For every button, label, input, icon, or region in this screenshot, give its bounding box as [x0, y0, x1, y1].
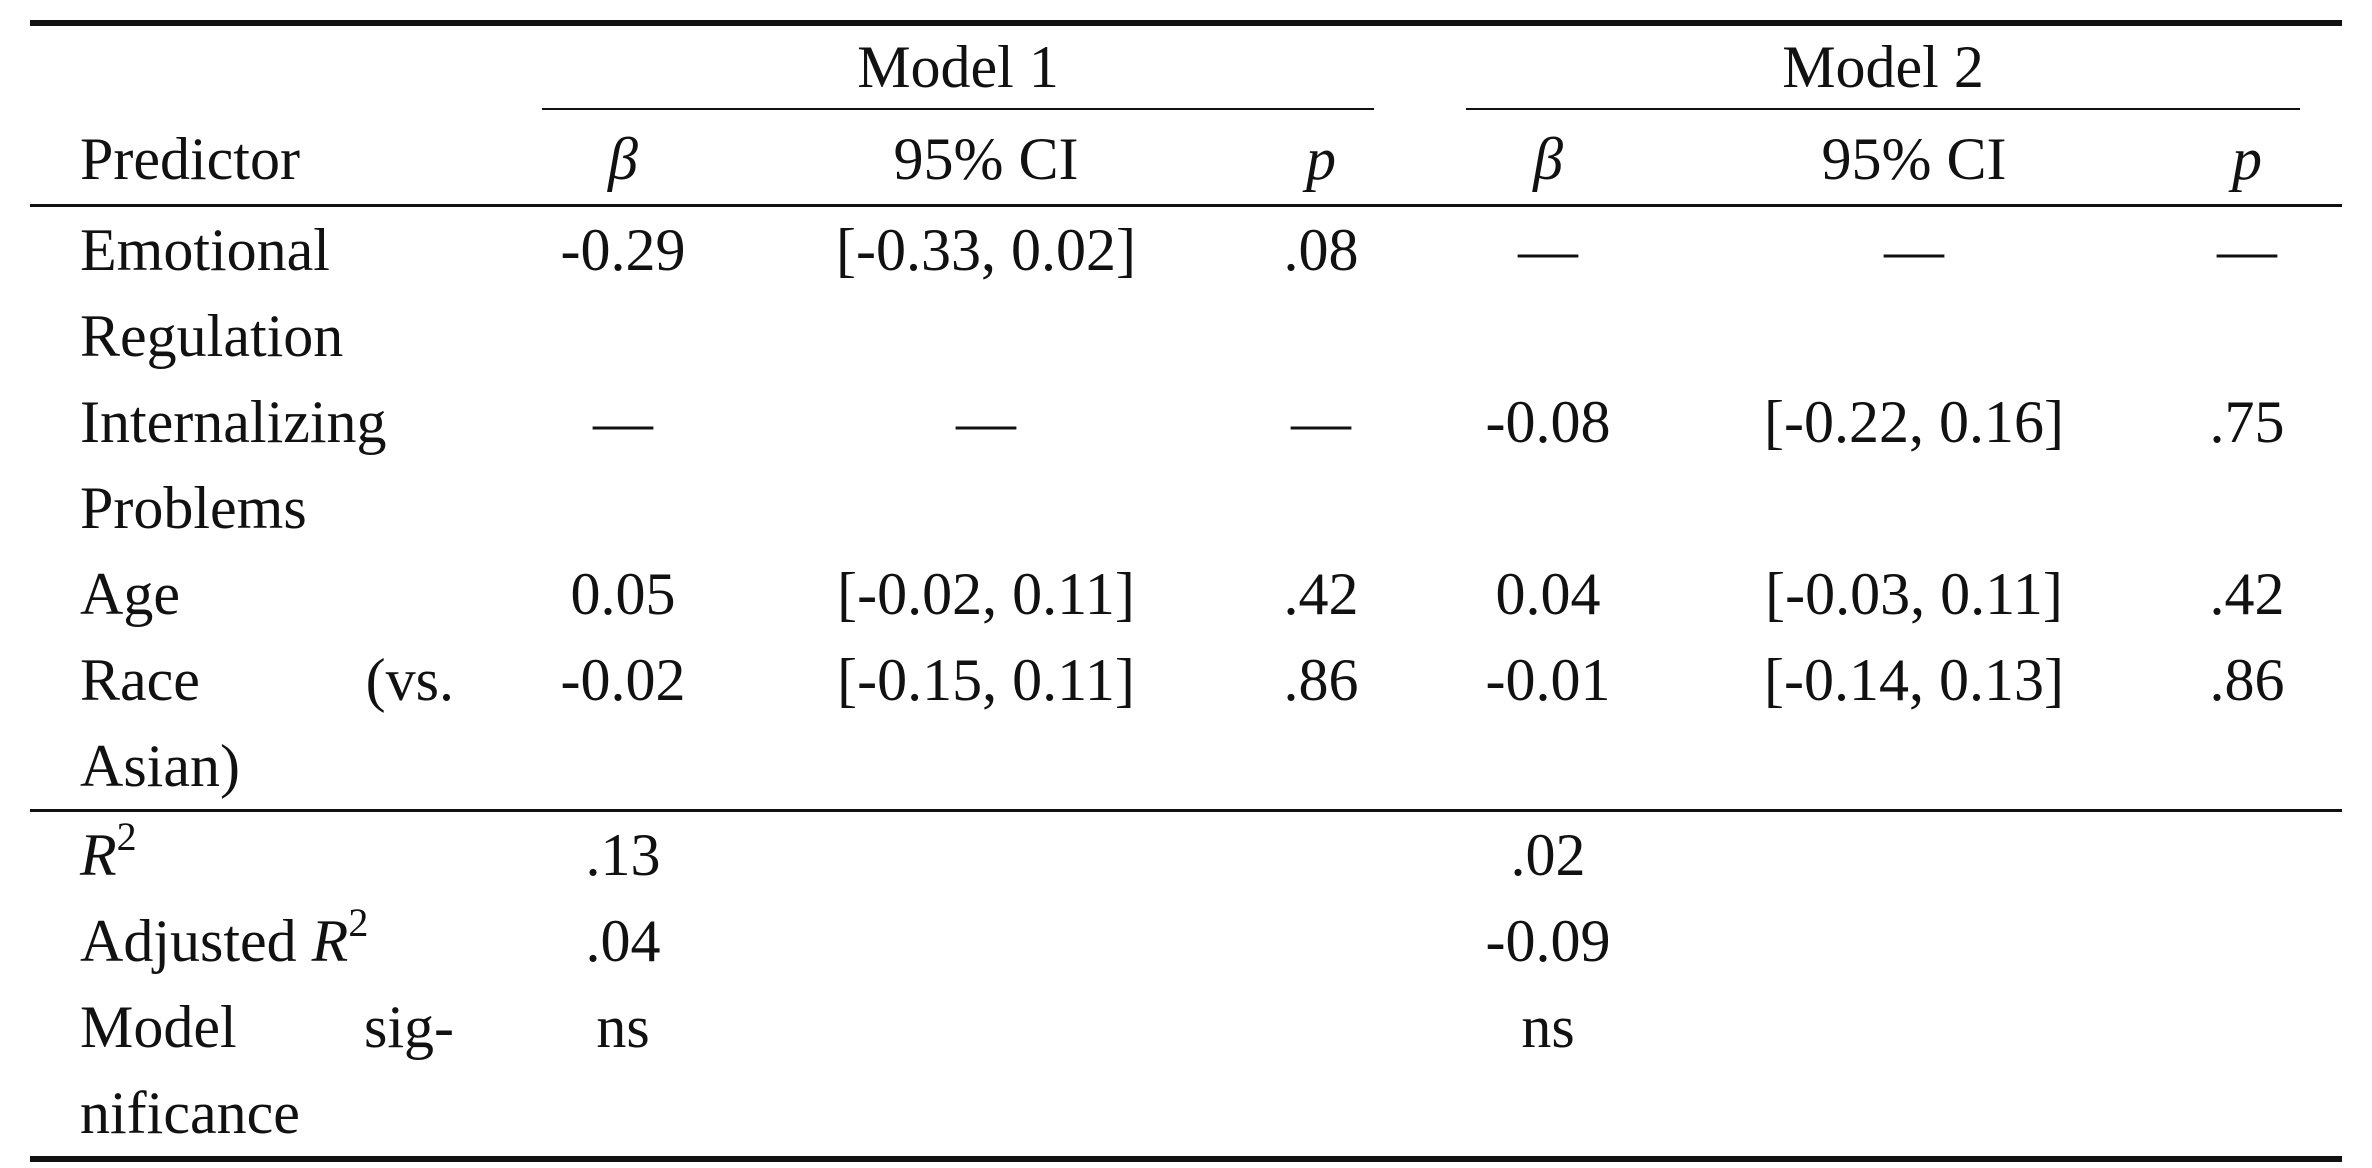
column-header: p	[1180, 115, 1463, 207]
label-text: Model sig­nificance	[80, 994, 454, 1146]
cell: —	[2217, 217, 2278, 283]
predictor: Age	[80, 561, 180, 627]
group-cell: Model 2	[1462, 20, 2343, 115]
empty-cell	[1180, 984, 1463, 1162]
column-header: 95% CI	[792, 115, 1180, 207]
cell: —	[1884, 217, 1945, 283]
group-cell: Model 1	[454, 20, 1463, 115]
fit-value: ns	[1462, 984, 1635, 1162]
regression-table: Model 1 Model 2 Predictor β 95% CI p β 95% CI p E…	[30, 20, 2343, 1162]
data-row: Race (vs. Asian) -0.02 [-0.15, 0.11] .86 -0.…	[30, 637, 2342, 811]
cell: .75	[2209, 389, 2285, 455]
column-header: Predictor	[30, 115, 454, 207]
group-row: Model 1 Model 2	[30, 20, 2343, 115]
empty-cell	[1634, 984, 2195, 1162]
fit-value: -0.09	[1485, 908, 1611, 974]
fit-value: .13	[454, 809, 792, 898]
cell: —	[956, 389, 1016, 455]
empty-cell	[30, 20, 454, 115]
cell: .08	[1283, 217, 1359, 283]
fit-row: Adjusted R2 .04 -0.09	[30, 898, 2342, 984]
label-symbol: R	[311, 908, 349, 974]
empty-cell	[1634, 809, 2195, 898]
table-body: Model 1 Model 2 Predictor β 95% CI p β 95% CI p E…	[30, 20, 2343, 1162]
column-header-row: Predictor β 95% CI p β 95% CI p	[30, 115, 2343, 207]
predictor: Internalizing Problems	[80, 389, 387, 541]
predictor: Emotional Regulation	[80, 217, 344, 369]
cell: -0.02	[560, 647, 686, 713]
cell: 0.05	[570, 561, 676, 627]
empty-cell	[1180, 809, 1463, 898]
fit-row: R2.13.02	[30, 809, 2343, 898]
cell: -0.29	[560, 217, 686, 283]
label-superscript: 2	[348, 900, 369, 945]
fit-value: .02	[1462, 809, 1635, 898]
cell: .42	[1283, 561, 1359, 627]
column-header: p	[2194, 115, 2343, 207]
cell: —	[1518, 217, 1579, 283]
empty-cell	[792, 984, 1180, 1162]
cell: .86	[1283, 647, 1359, 713]
column-header: β	[1462, 115, 1635, 207]
empty-cell	[2194, 984, 2343, 1162]
label-text: Adjusted	[80, 908, 312, 974]
cell: —	[1291, 389, 1352, 455]
cell: [-0.33, 0.02]	[836, 217, 1136, 283]
empty-cell	[792, 809, 1180, 898]
cell: .86	[2209, 647, 2285, 713]
cell: [-0.02, 0.11]	[837, 561, 1135, 627]
column-header: 95% CI	[1634, 115, 2195, 207]
empty-cell	[2194, 898, 2342, 984]
cell: —	[593, 389, 653, 455]
fit-row: Model sig­nificance ns ns	[30, 984, 2343, 1162]
fit-label: Adjusted R2	[30, 898, 454, 984]
empty-cell	[2194, 809, 2343, 898]
cell: [-0.03, 0.11]	[1765, 561, 2063, 627]
cell: [-0.15, 0.11]	[837, 647, 1135, 713]
cell: 0.04	[1495, 561, 1601, 627]
label-superscript: 2	[116, 814, 137, 859]
table-wrap: Model 1 Model 2 Predictor β 95% CI p β 95% CI p E…	[30, 20, 2343, 1162]
empty-cell	[792, 898, 1180, 984]
data-row: Emotional Regulation -0.29 [-0.33, 0.02] .0…	[30, 206, 2342, 380]
empty-cell	[1634, 898, 2194, 984]
cell: -0.01	[1485, 647, 1611, 713]
label-symbol: R	[80, 822, 117, 888]
fit-label: Model sig­nificance	[30, 984, 454, 1162]
fit-label: R2	[30, 809, 454, 898]
group-label: Model 2	[1466, 26, 2301, 110]
column-header: β	[454, 115, 792, 207]
fit-value: ns	[454, 984, 792, 1162]
data-row: Internalizing Problems — — — -0.08 [-0.22, 0.…	[30, 379, 2342, 551]
fit-value: .04	[585, 908, 661, 974]
cell: [-0.22, 0.16]	[1764, 389, 2064, 455]
data-row: Age 0.05 [-0.02, 0.11] .42 0.04 [-0.03, 0.11]…	[30, 551, 2342, 637]
cell: [-0.14, 0.13]	[1764, 647, 2064, 713]
cell: -0.08	[1485, 389, 1611, 455]
cell: .42	[2209, 561, 2285, 627]
predictor: Race (vs. Asian)	[80, 647, 454, 799]
group-label: Model 1	[542, 26, 1375, 110]
empty-cell	[1180, 898, 1462, 984]
